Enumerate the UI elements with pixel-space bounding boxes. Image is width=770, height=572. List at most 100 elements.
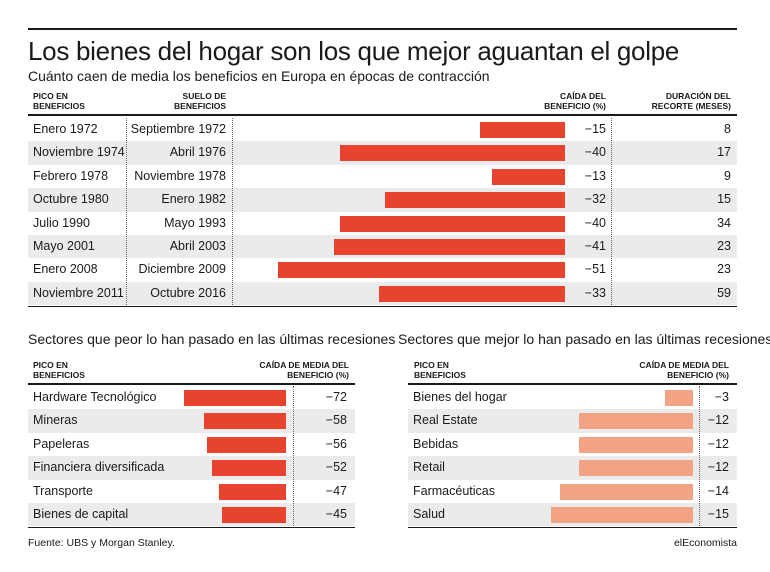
sector-value: −45 — [325, 507, 347, 521]
sector-value: −58 — [325, 413, 347, 428]
sector-row: Bebidas −12 — [408, 433, 737, 456]
sector-bar — [212, 460, 286, 477]
duration-value: 15 — [717, 192, 731, 207]
sector-name: Real Estate — [413, 413, 478, 428]
sector-name: Hardware Tecnológico — [33, 390, 157, 404]
sector-name: Mineras — [33, 413, 78, 428]
duration-value: 59 — [717, 285, 731, 300]
drop-value: −40 — [584, 215, 606, 230]
header-drop: CAÍDA DEL BENEFICIO (%) — [544, 91, 606, 111]
drop-bar — [339, 145, 565, 162]
duration-value: 23 — [717, 262, 731, 277]
sector-value: −15 — [707, 507, 729, 521]
sector-value: −12 — [707, 413, 729, 428]
header-peak: PICO EN BENEFICIOS — [33, 91, 85, 111]
page-title: Los bienes del hogar son los que mejor a… — [28, 36, 680, 66]
worst-header-value: CAÍDA DE MEDIA DEL BENEFICIO (%) — [259, 360, 349, 380]
column-divider — [611, 118, 612, 306]
table-row: Enero 1972 Septiembre 1972 −15 8 — [28, 118, 737, 141]
sector-value: −56 — [325, 436, 347, 451]
table-row: Julio 1990 Mayo 1993 −40 34 — [28, 212, 737, 235]
best-header-rule — [408, 383, 737, 385]
peak-date: Octubre 1980 — [33, 192, 109, 207]
worst-bottom-rule — [28, 527, 355, 528]
sector-bar — [579, 436, 693, 453]
column-divider — [126, 118, 127, 306]
sector-value: −12 — [707, 460, 729, 475]
sector-bar — [579, 460, 693, 477]
sector-bar — [206, 436, 286, 453]
trough-date: Octubre 2016 — [150, 285, 226, 300]
best-header-category: PICO EN BENEFICIOS — [414, 360, 466, 380]
trough-date: Mayo 1993 — [164, 215, 226, 230]
table-bottom-rule — [28, 306, 737, 307]
peak-date: Mayo 2001 — [33, 239, 95, 253]
sector-bar — [219, 483, 286, 500]
worst-sectors-title: Sectores que peor lo han pasado en las ú… — [28, 331, 396, 347]
trough-date: Abril 1976 — [169, 145, 226, 160]
table-row: Noviembre 1974 Abril 1976 −40 17 — [28, 141, 737, 165]
drop-value: −33 — [584, 285, 606, 300]
sector-value: −52 — [325, 460, 347, 475]
sector-name: Salud — [413, 507, 445, 521]
sector-row: Bienes del hogar −3 — [408, 386, 737, 409]
column-divider — [232, 118, 233, 306]
drop-bar — [480, 122, 565, 138]
peak-date: Enero 1972 — [33, 122, 98, 136]
drop-bar — [333, 239, 565, 255]
best-sectors-title: Sectores que mejor lo han pasado en las … — [398, 331, 770, 347]
sector-row: Retail −12 — [408, 456, 737, 480]
column-divider — [699, 386, 700, 527]
duration-value: 8 — [724, 122, 731, 136]
trough-date: Septiembre 1972 — [130, 122, 226, 136]
sector-value: −14 — [707, 483, 729, 498]
header-rule — [28, 114, 737, 116]
trough-date: Abril 2003 — [169, 239, 226, 253]
drop-value: −51 — [584, 262, 606, 277]
brand-logo: elEconomista — [673, 537, 737, 549]
sector-bar — [222, 507, 286, 523]
sector-name: Transporte — [33, 483, 93, 498]
duration-value: 17 — [717, 145, 731, 160]
sector-row: Papeleras −56 — [28, 433, 355, 456]
trough-date: Noviembre 1978 — [134, 168, 226, 183]
table-row: Octubre 1980 Enero 1982 −32 15 — [28, 188, 737, 212]
sector-row: Real Estate −12 — [408, 409, 737, 433]
sector-row: Mineras −58 — [28, 409, 355, 433]
sector-value: −72 — [325, 390, 347, 404]
drop-bar — [384, 192, 565, 209]
peak-date: Enero 2008 — [33, 262, 98, 277]
table-row: Mayo 2001 Abril 2003 −41 23 — [28, 235, 737, 259]
sector-row: Salud −15 — [408, 503, 737, 527]
sector-value: −47 — [325, 483, 347, 498]
sector-name: Bienes de capital — [33, 507, 129, 521]
trough-date: Enero 1982 — [161, 192, 226, 207]
sector-bar — [664, 390, 693, 406]
duration-value: 23 — [717, 239, 731, 253]
drop-bar — [277, 262, 565, 279]
sector-row: Financiera diversificada −52 — [28, 456, 355, 480]
peak-date: Julio 1990 — [33, 215, 90, 230]
drop-bar — [379, 285, 565, 302]
sector-name: Financiera diversificada — [33, 460, 165, 475]
best-bottom-rule — [408, 527, 737, 528]
sector-name: Bebidas — [413, 436, 459, 451]
drop-value: −40 — [584, 145, 606, 160]
sector-value: −12 — [707, 436, 729, 451]
worst-header-rule — [28, 383, 355, 385]
drop-bar — [491, 168, 565, 185]
sector-bar — [203, 413, 286, 430]
worst-header-category: PICO EN BENEFICIOS — [33, 360, 85, 380]
duration-value: 9 — [724, 168, 731, 183]
peak-date: Noviembre 2011 — [33, 285, 124, 300]
drop-bar — [339, 215, 565, 232]
best-header-value: CAÍDA DE MEDIA DEL BENEFICIO (%) — [639, 360, 729, 380]
column-divider — [293, 386, 294, 527]
drop-value: −15 — [584, 122, 606, 136]
duration-value: 34 — [717, 215, 731, 230]
sector-name: Papeleras — [33, 436, 90, 451]
trough-date: Diciembre 2009 — [138, 262, 226, 277]
header-trough: SUELO DE BENEFICIOS — [174, 91, 226, 111]
sector-bar — [184, 390, 286, 406]
peak-date: Febrero 1978 — [33, 168, 109, 183]
